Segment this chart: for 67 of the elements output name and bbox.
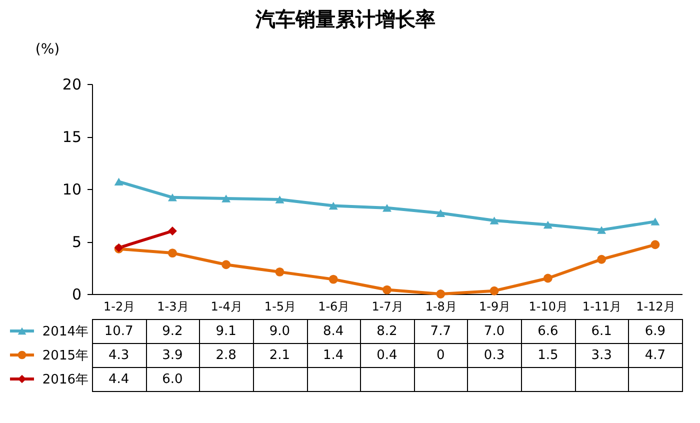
point bbox=[650, 240, 660, 250]
y-tick-label: 0 bbox=[72, 286, 82, 304]
x-tick-label: 1-6月 bbox=[318, 300, 350, 314]
data-label: 6.9 bbox=[644, 324, 666, 339]
data-label: 8.4 bbox=[323, 324, 344, 339]
point bbox=[222, 260, 231, 270]
x-tick-label: 1-3月 bbox=[157, 300, 189, 314]
data-label: 8.2 bbox=[376, 324, 398, 339]
x-tick-label: 1-12月 bbox=[636, 300, 676, 314]
point bbox=[597, 226, 606, 234]
point bbox=[543, 220, 552, 229]
data-label: 6.0 bbox=[162, 372, 183, 387]
point bbox=[436, 290, 446, 298]
data-label: 4.4 bbox=[108, 372, 130, 387]
chart-title: 汽车销量累计增长率 bbox=[254, 7, 436, 31]
data-label: 4.7 bbox=[644, 348, 666, 363]
x-tick-label: 1-11月 bbox=[582, 300, 622, 314]
y-tick-label: 15 bbox=[62, 128, 82, 146]
x-tick-label: 1-7月 bbox=[372, 300, 404, 314]
x-tick-label: 1-4月 bbox=[210, 300, 242, 314]
point bbox=[328, 202, 338, 210]
x-tick-label: 1-10月 bbox=[528, 300, 568, 314]
data-label: 1.4 bbox=[323, 348, 344, 363]
data-label: 1.5 bbox=[538, 348, 558, 363]
data-label: 3.9 bbox=[162, 348, 183, 363]
legend-label: 2014年 bbox=[42, 324, 88, 340]
x-tick-label: 1-5月 bbox=[264, 300, 296, 314]
point bbox=[168, 194, 177, 202]
point bbox=[328, 274, 338, 284]
point bbox=[650, 218, 660, 226]
data-label: 0 bbox=[436, 348, 445, 363]
x-tick-label: 1-9月 bbox=[478, 300, 511, 314]
x-tick-label: 1-8月 bbox=[425, 300, 457, 314]
point bbox=[222, 194, 231, 202]
point bbox=[436, 209, 446, 218]
point bbox=[168, 248, 177, 258]
data-label: 7.7 bbox=[430, 324, 451, 339]
point bbox=[168, 226, 177, 236]
legend-label: 2015年 bbox=[42, 348, 88, 364]
y-tick-label: 5 bbox=[72, 233, 82, 251]
point bbox=[275, 196, 284, 204]
legend-label: 2016年 bbox=[42, 372, 88, 388]
point bbox=[597, 254, 606, 264]
point bbox=[490, 286, 499, 296]
data-label: 9.0 bbox=[269, 324, 290, 339]
data-label: 2.1 bbox=[269, 348, 290, 363]
data-label: 7.0 bbox=[484, 324, 505, 339]
y-axis-title: (%) bbox=[35, 42, 60, 58]
point bbox=[490, 216, 499, 224]
data-label: 6.6 bbox=[538, 324, 558, 339]
point bbox=[382, 204, 392, 212]
data-label: 6.1 bbox=[591, 324, 612, 339]
data-label: 10.7 bbox=[104, 324, 134, 339]
data-label: 4.3 bbox=[108, 348, 130, 363]
data-label: 0.3 bbox=[484, 348, 505, 363]
point bbox=[382, 285, 392, 294]
y-tick-label: 10 bbox=[62, 180, 82, 198]
data-label: 0.4 bbox=[376, 348, 398, 363]
point bbox=[114, 178, 124, 186]
data-label: 3.3 bbox=[591, 348, 612, 363]
point bbox=[543, 274, 552, 283]
data-label: 9.2 bbox=[162, 324, 183, 339]
point bbox=[275, 267, 284, 276]
y-tick-label: 20 bbox=[62, 76, 82, 94]
x-tick-label: 1-2月 bbox=[104, 300, 136, 314]
data-label: 2.8 bbox=[216, 348, 236, 363]
data-label: 9.1 bbox=[216, 324, 236, 339]
